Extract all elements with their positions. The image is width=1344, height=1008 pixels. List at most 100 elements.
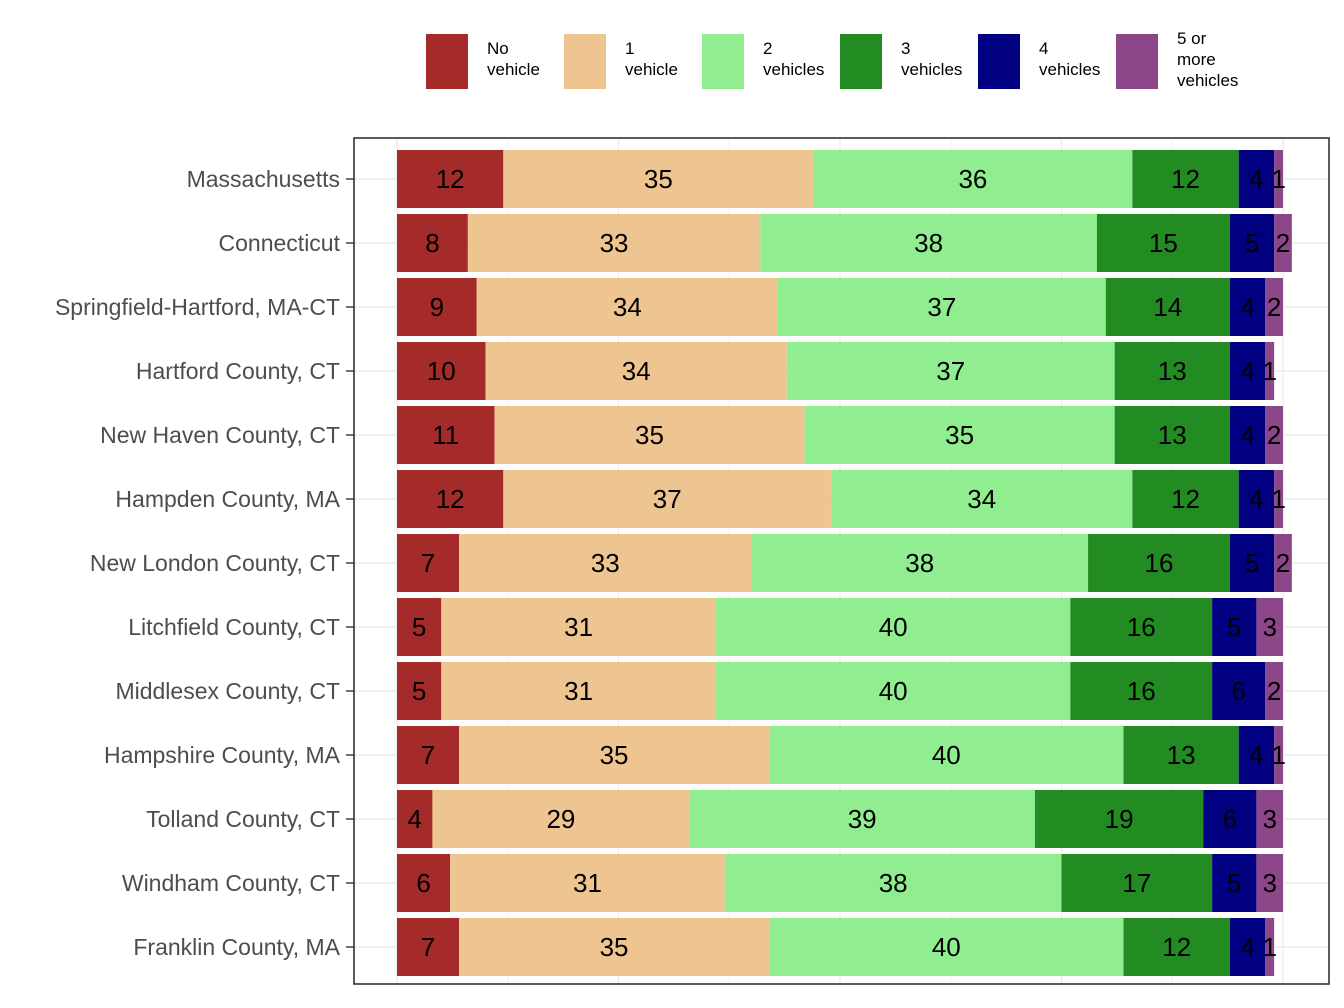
- legend-label: 5 or more vehicles: [1177, 29, 1239, 90]
- bar-segment-connecticut-series-5: [1274, 214, 1292, 272]
- legend-swatch: [840, 34, 882, 89]
- data-label-new-haven-county-ct-series-2: 35: [945, 420, 974, 450]
- legend-swatch: [564, 34, 606, 89]
- data-label-hampden-county-ma-series-2: 34: [967, 484, 996, 514]
- bar-segment-springfield-hartford-ma-ct-series-1: [476, 278, 778, 336]
- data-label-connecticut-series-2: 38: [914, 228, 943, 258]
- data-label-tolland-county-ct-series-2: 39: [848, 804, 877, 834]
- data-label-connecticut-series-1: 33: [600, 228, 629, 258]
- data-label-massachusetts-series-1: 35: [644, 164, 673, 194]
- bar-segment-windham-county-ct-series-3: [1061, 854, 1213, 912]
- bar-segment-massachusetts-series-2: [813, 150, 1133, 208]
- data-label-new-haven-county-ct-series-5: 2: [1267, 420, 1281, 450]
- data-label-hampshire-county-ma-series-3: 13: [1167, 740, 1196, 770]
- data-label-new-haven-county-ct-series-0: 11: [432, 420, 459, 450]
- bar-segment-litchfield-county-ct-series-5: [1256, 598, 1283, 656]
- bar-segment-new-haven-county-ct-series-0: [397, 406, 495, 464]
- bar-segment-franklin-county-ma-series-0: [397, 918, 460, 976]
- data-label-connecticut-series-4: 5: [1245, 228, 1259, 258]
- bar-segment-massachusetts-series-4: [1238, 150, 1275, 208]
- bar-segment-hartford-county-ct-series-3: [1114, 342, 1230, 400]
- bar-segment-tolland-county-ct-series-5: [1256, 790, 1283, 848]
- data-label-new-london-county-ct-series-0: 7: [421, 548, 435, 578]
- data-label-new-london-county-ct-series-2: 38: [905, 548, 934, 578]
- data-label-tolland-county-ct-series-0: 4: [407, 804, 421, 834]
- bar-segment-new-haven-county-ct-series-4: [1229, 406, 1266, 464]
- y-tick-label-tolland-county-ct: Tolland County, CT: [146, 806, 340, 832]
- data-label-massachusetts-series-4: 4: [1249, 164, 1263, 194]
- data-label-hampden-county-ma-series-3: 12: [1171, 484, 1200, 514]
- data-label-windham-county-ct-series-2: 38: [879, 868, 908, 898]
- y-tick-label-hartford-county-ct: Hartford County, CT: [136, 358, 340, 384]
- bar-segment-new-london-county-ct-series-5: [1274, 534, 1292, 592]
- data-label-hartford-county-ct-series-2: 37: [936, 356, 965, 386]
- bar-segment-litchfield-county-ct-series-2: [715, 598, 1071, 656]
- data-label-middlesex-county-ct-series-3: 16: [1127, 676, 1156, 706]
- bar-segment-windham-county-ct-series-5: [1256, 854, 1283, 912]
- data-label-new-haven-county-ct-series-4: 4: [1240, 420, 1254, 450]
- bar-segment-franklin-county-ma-series-1: [459, 918, 770, 976]
- bar-segment-middlesex-county-ct-series-0: [397, 662, 442, 720]
- data-label-franklin-county-ma-series-0: 7: [421, 932, 435, 962]
- bar-segment-windham-county-ct-series-2: [724, 854, 1062, 912]
- bar-segment-litchfield-county-ct-series-1: [441, 598, 716, 656]
- data-label-connecticut-series-5: 2: [1276, 228, 1290, 258]
- bar-segment-springfield-hartford-ma-ct-series-4: [1229, 278, 1266, 336]
- bar-segment-windham-county-ct-series-4: [1212, 854, 1257, 912]
- bar-segment-tolland-county-ct-series-3: [1034, 790, 1204, 848]
- y-tick-label-franklin-county-ma: Franklin County, MA: [133, 934, 340, 960]
- bar-segment-new-london-county-ct-series-1: [459, 534, 752, 592]
- data-label-springfield-hartford-ma-ct-series-1: 34: [613, 292, 642, 322]
- legend-swatch: [426, 34, 468, 89]
- data-label-springfield-hartford-ma-ct-series-5: 2: [1267, 292, 1281, 322]
- data-label-middlesex-county-ct-series-2: 40: [879, 676, 908, 706]
- data-label-new-haven-county-ct-series-1: 35: [635, 420, 664, 450]
- plot-border: [353, 137, 1330, 985]
- y-tick-label-litchfield-county-ct: Litchfield County, CT: [128, 614, 340, 640]
- data-label-litchfield-county-ct-series-5: 3: [1262, 612, 1276, 642]
- data-label-massachusetts-series-5: 1: [1271, 164, 1285, 194]
- data-label-springfield-hartford-ma-ct-series-4: 4: [1240, 292, 1254, 322]
- y-tick-label-new-london-county-ct: New London County, CT: [90, 550, 340, 576]
- legend-label: 2 vehicles: [763, 39, 825, 79]
- bar-segment-connecticut-series-2: [760, 214, 1097, 272]
- data-label-tolland-county-ct-series-5: 3: [1262, 804, 1276, 834]
- bar-segment-connecticut-series-4: [1229, 214, 1275, 272]
- bar-segment-hartford-county-ct-series-4: [1229, 342, 1266, 400]
- data-label-hampden-county-ma-series-5: 1: [1271, 484, 1285, 514]
- bar-segment-hampden-county-ma-series-2: [831, 470, 1133, 528]
- bar-segment-hartford-county-ct-series-5: [1265, 342, 1275, 400]
- data-label-hampshire-county-ma-series-1: 35: [600, 740, 629, 770]
- bar-segment-massachusetts-series-1: [503, 150, 814, 208]
- bar-segment-hartford-county-ct-series-0: [397, 342, 486, 400]
- legend-label: No vehicle: [487, 39, 540, 79]
- data-label-springfield-hartford-ma-ct-series-2: 37: [927, 292, 956, 322]
- bar-segment-massachusetts-series-5: [1274, 150, 1283, 208]
- data-label-springfield-hartford-ma-ct-series-0: 9: [430, 292, 444, 322]
- data-label-hartford-county-ct-series-0: 10: [427, 356, 456, 386]
- bar-segment-springfield-hartford-ma-ct-series-5: [1265, 278, 1283, 336]
- data-label-hartford-county-ct-series-1: 34: [622, 356, 651, 386]
- legend-label: 3 vehicles: [901, 39, 963, 79]
- data-label-hartford-county-ct-series-3: 13: [1158, 356, 1187, 386]
- data-label-litchfield-county-ct-series-4: 5: [1227, 612, 1241, 642]
- bar-segment-hampshire-county-ma-series-2: [769, 726, 1124, 784]
- data-label-hartford-county-ct-series-4: 4: [1240, 356, 1254, 386]
- bar-segment-windham-county-ct-series-1: [450, 854, 725, 912]
- bar-segment-hartford-county-ct-series-2: [786, 342, 1115, 400]
- bar-segment-springfield-hartford-ma-ct-series-2: [777, 278, 1106, 336]
- data-label-windham-county-ct-series-0: 6: [416, 868, 430, 898]
- data-label-middlesex-county-ct-series-5: 2: [1267, 676, 1281, 706]
- data-label-tolland-county-ct-series-3: 19: [1105, 804, 1134, 834]
- legend-swatch: [702, 34, 744, 89]
- bar-segment-new-london-county-ct-series-3: [1088, 534, 1230, 592]
- bar-segment-springfield-hartford-ma-ct-series-3: [1105, 278, 1230, 336]
- bar-segment-hampden-county-ma-series-0: [397, 470, 504, 528]
- data-label-hampden-county-ma-series-0: 12: [436, 484, 465, 514]
- data-label-litchfield-county-ct-series-3: 16: [1127, 612, 1156, 642]
- bar-segment-middlesex-county-ct-series-2: [715, 662, 1071, 720]
- bar-segment-tolland-county-ct-series-4: [1203, 790, 1257, 848]
- data-label-franklin-county-ma-series-3: 12: [1162, 932, 1191, 962]
- y-tick-label-middlesex-county-ct: Middlesex County, CT: [115, 678, 340, 704]
